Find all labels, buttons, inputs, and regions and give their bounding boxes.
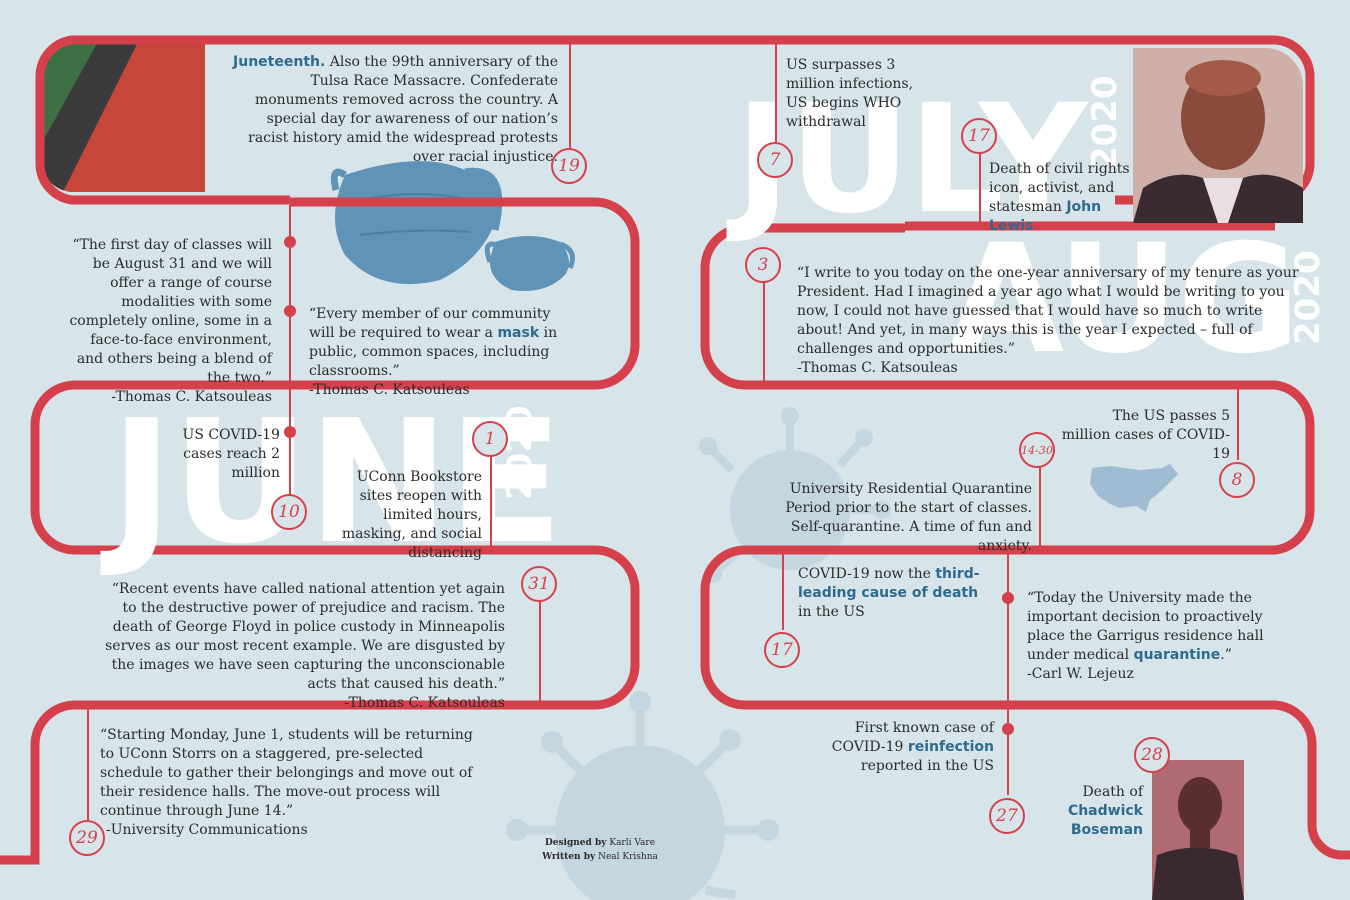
event-highlight: Chadwick Boseman [1067,803,1143,838]
quote-attribution: -Thomas C. Katsouleas [344,695,505,711]
face-mask-icon [484,236,575,291]
event-classes-quote: “The first day of classes will be August… [60,236,272,407]
date-circle: 8 [1219,462,1255,498]
event-bookstore: UConn Bookstore sites reopen with limite… [341,469,482,561]
event-text: in the US [798,604,865,620]
date-circle: 29 [69,820,105,856]
quote-text-part: in public, common spaces, including clas… [309,325,558,379]
year-june: 2020 [500,405,540,500]
quote-attribution: -Thomas C. Katsouleas [309,382,470,398]
quote-text: “Starting Monday, June 1, students will … [100,727,473,819]
event-reinfection: First known case of COVID-19 reinfection… [820,719,994,776]
event-us-3m: US surpasses 3 million infections, US be… [786,57,914,130]
event-boseman: Death of Chadwick Boseman [1050,783,1143,840]
event-highlight: mask [497,325,540,341]
connector-line [539,600,541,705]
event-text: reported in the US [860,758,994,774]
event-moveout-quote: “Starting Monday, June 1, students will … [100,726,480,840]
quote-text: “Recent events have called national atte… [105,581,505,692]
written-by-label: Written by [542,852,596,862]
quote-attribution: -University Communications [106,822,308,838]
event-john-lewis: Death of civil rights icon, activist, an… [989,160,1139,236]
connector-line [1039,465,1041,550]
connector-line [87,705,89,820]
connector-line [763,280,765,385]
event-text: Death of [1082,784,1143,800]
date-circle: 14-30 [1019,432,1055,468]
quote-text-part: “Every member of our community will be r… [309,306,551,341]
quote-text: “The first day of classes will be August… [69,237,272,386]
connector-line [289,385,291,495]
connector-line [775,40,777,145]
date-circle: 31 [521,566,557,602]
event-highlight: John Lewis [989,199,1102,234]
event-highlight: third-leading cause of death [798,566,980,601]
connector-line [490,455,492,550]
event-juneteenth: Juneteenth. Also the 99th anniversary of… [225,53,558,167]
date-circle: 17 [764,632,800,668]
event-garrigus-quote: “Today the University made the important… [1027,589,1297,684]
timeline-dot [284,426,296,438]
month-july: JULY [735,73,1087,247]
event-floyd-quote: “Recent events have called national atte… [100,580,505,713]
event-third-leading-cause: COVID-19 now the third-leading cause of … [798,565,993,622]
virus-icon [506,691,779,900]
event-text: Death of civil rights icon, activist, an… [989,161,1130,215]
quote-attribution: -Thomas C. Katsouleas [111,389,272,405]
quote-attribution: -Carl W. Lejeuz [1027,666,1134,682]
date-circle: 27 [989,798,1025,834]
date-circle: 17 [961,118,997,154]
date-circle: 1 [472,421,508,457]
date-circle: 19 [551,148,587,184]
quote-text: “Every member of our community will be r… [309,305,569,381]
designer-name: Karli Vare [606,838,656,848]
us-map-icon [1090,464,1178,512]
event-text: COVID-19 now the [798,566,936,582]
event-covid-2m: US COVID-19 cases reach 2 million [182,427,280,481]
event-highlight: quarantine [1133,647,1221,663]
date-circle: 28 [1134,737,1170,773]
quote-attribution: -Thomas C. Katsouleas [797,360,958,376]
month-aug: AUG [948,213,1300,387]
chadwick-boseman-photo [1152,760,1244,900]
connector-line [1237,385,1239,460]
quote-text: “Today the University made the important… [1027,589,1297,665]
face-mask-icon [330,161,503,285]
year-july: 2020 [1085,75,1125,170]
event-text: Also the 99th anniversary of the Tulsa R… [248,54,558,165]
event-quarantine-period: University Residential Quarantine Period… [785,481,1032,554]
timeline-dot [284,236,296,248]
event-highlight: reinfection [907,739,994,755]
timeline-dot [284,305,296,317]
quote-text-part: “Today the University made the important… [1027,590,1264,663]
timeline-dot [1002,723,1014,735]
quote-text: “I write to you today on the one-year an… [797,265,1299,357]
connector-line [979,150,981,225]
quote-text-part: .” [1220,647,1232,663]
event-highlight: Juneteenth. [233,54,326,70]
pan-african-flag [39,40,205,192]
event-anniversary-quote: “I write to you today on the one-year an… [797,264,1307,378]
connector-line [782,550,784,630]
date-circle: 7 [757,142,793,178]
event-text: First known case of COVID-19 [831,720,994,755]
connector-line [569,40,571,150]
date-circle: 3 [745,247,781,283]
connector-line [1007,550,1009,795]
credits: Designed by Karli Vare Written by Neal K… [520,836,680,864]
writer-name: Neal Krishna [595,852,658,862]
designed-by-label: Designed by [544,838,607,848]
john-lewis-photo [1133,48,1303,223]
date-circle: 10 [271,494,307,530]
timeline-dot [1002,592,1014,604]
event-mask-quote: “Every member of our community will be r… [309,305,569,400]
event-us-5m: The US passes 5 million cases of COVID-1… [1061,408,1230,462]
connector-line [289,205,291,385]
